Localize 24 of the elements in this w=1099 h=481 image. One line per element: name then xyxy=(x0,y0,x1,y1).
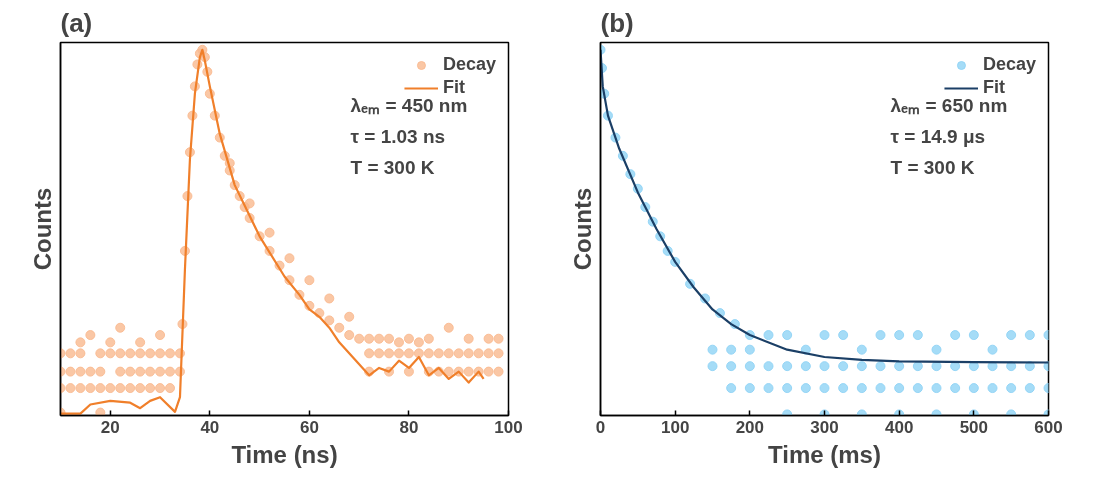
x-axis-title: Time (ms) xyxy=(768,440,881,468)
x-tick-label: 40 xyxy=(200,417,220,437)
x-tick-label: 200 xyxy=(735,417,765,437)
chart-title: (a) xyxy=(60,7,93,38)
x-tick-label: 300 xyxy=(810,417,839,437)
chart-title: (b) xyxy=(600,7,634,38)
x-tick-label: 80 xyxy=(399,417,419,437)
legend-label: Decay xyxy=(982,54,1036,75)
legend-label: Decay xyxy=(442,54,496,75)
x-tick-label: 0 xyxy=(595,417,606,437)
x-tick-label: 500 xyxy=(959,417,989,437)
x-tick-label: 600 xyxy=(1034,417,1063,437)
annotation: τ = 1.03 ns xyxy=(350,125,446,147)
x-axis-title: Time (ns) xyxy=(231,440,338,468)
x-tick-label: 400 xyxy=(884,417,914,437)
y-axis-title: Counts xyxy=(568,187,596,271)
annotation: T = 300 K xyxy=(890,156,975,178)
annotation: τ = 14.9 μs xyxy=(890,125,986,147)
x-tick-label: 100 xyxy=(660,417,690,437)
x-tick-label: 60 xyxy=(299,417,319,437)
x-tick-label: 100 xyxy=(494,417,523,437)
x-tick-label: 20 xyxy=(100,417,120,437)
annotation: T = 300 K xyxy=(350,156,435,178)
y-axis-title: Counts xyxy=(28,187,56,271)
